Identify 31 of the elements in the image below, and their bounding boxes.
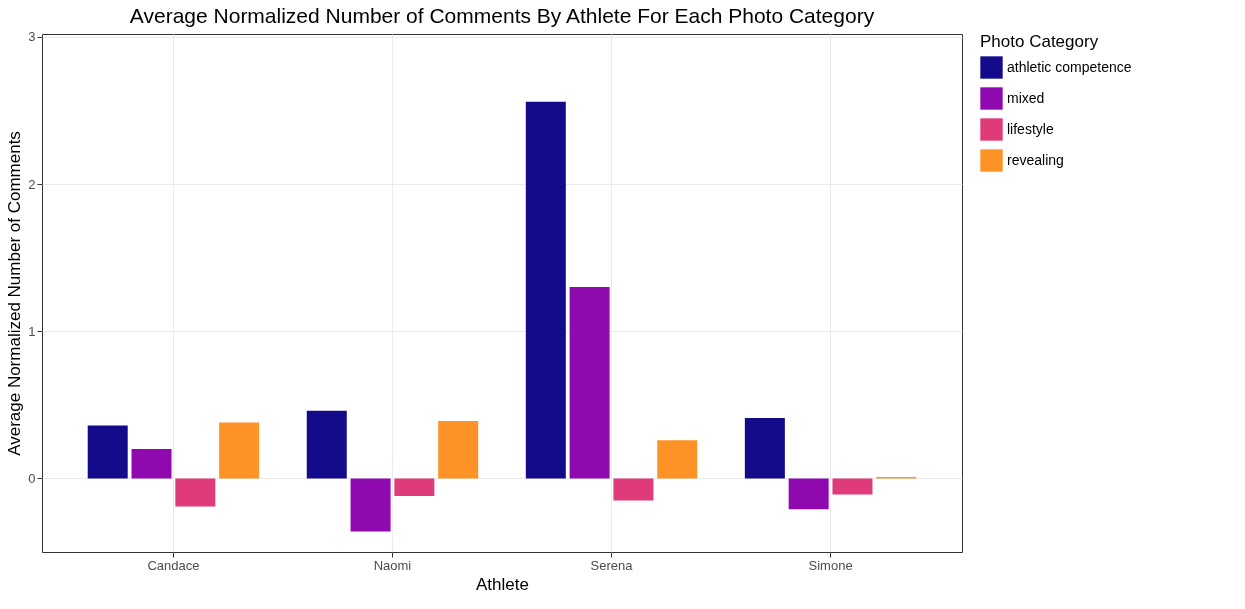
legend-label: lifestyle xyxy=(1007,120,1054,137)
y-tick-label: 2 xyxy=(28,176,36,192)
x-tick-label: Serena xyxy=(590,557,634,573)
chart-title: Average Normalized Number of Comments By Athlete For Each Photo Category xyxy=(129,3,875,27)
bar xyxy=(613,478,654,501)
bar xyxy=(350,478,391,532)
bar xyxy=(788,478,829,510)
legend-label: athletic competence xyxy=(1007,58,1132,75)
legend-label: revealing xyxy=(1007,151,1064,168)
bar xyxy=(394,478,435,497)
bar xyxy=(87,425,128,479)
bar xyxy=(219,422,260,479)
bar xyxy=(131,448,172,479)
bar xyxy=(657,440,698,479)
legend-title: Photo Category xyxy=(980,32,1099,51)
bar xyxy=(306,410,347,479)
bar xyxy=(525,101,566,479)
bar xyxy=(569,287,610,479)
y-tick-label: 0 xyxy=(28,470,36,486)
bar xyxy=(744,418,785,479)
bar xyxy=(175,478,216,507)
legend-label: mixed xyxy=(1007,89,1045,106)
y-axis-title: Average Normalized Number of Comments xyxy=(5,131,25,456)
x-tick-label: Naomi xyxy=(373,557,412,573)
x-tick-label: Simone xyxy=(808,557,853,573)
bar xyxy=(438,421,479,479)
bar xyxy=(832,478,873,495)
y-tick-label: 1 xyxy=(28,323,36,339)
x-tick-label: Candace xyxy=(147,557,200,573)
x-axis-title: Athlete xyxy=(476,574,529,594)
y-tick-label: 3 xyxy=(28,29,36,45)
